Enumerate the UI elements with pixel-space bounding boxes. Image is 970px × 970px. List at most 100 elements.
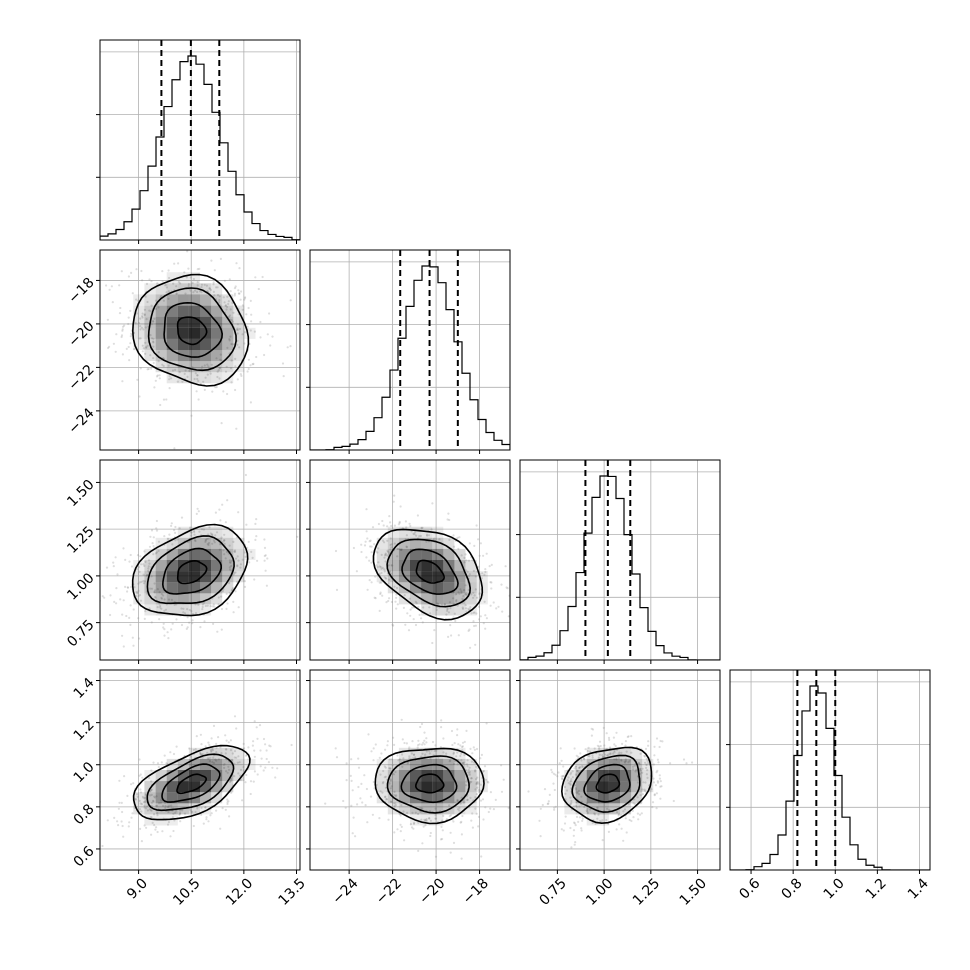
scatter-point: [574, 788, 578, 791]
scatter-point: [446, 608, 449, 611]
scatter-point: [235, 262, 238, 265]
scatter-point: [393, 831, 396, 834]
scatter-point: [256, 559, 259, 562]
scatter-point: [196, 377, 199, 381]
contour-0: [176, 316, 208, 346]
scatter-point: [399, 830, 402, 833]
scatter-point: [554, 773, 557, 776]
density-cell: [233, 327, 245, 339]
scatter-point: [436, 602, 439, 605]
contour-1: [583, 763, 631, 803]
scatter-point: [561, 778, 564, 781]
scatter-point: [225, 308, 228, 311]
scatter-point: [204, 376, 207, 379]
scatter-point: [202, 528, 205, 531]
scatter-point: [374, 550, 377, 553]
scatter-point: [452, 616, 455, 619]
scatter-point: [445, 752, 448, 755]
scatter-point: [241, 308, 244, 311]
density-cell: [398, 803, 411, 815]
scatter-point: [121, 353, 124, 356]
scatter-point: [138, 774, 141, 777]
scatter-point: [461, 741, 465, 744]
scatter-point: [582, 757, 586, 760]
scatter-point: [563, 822, 567, 825]
scatter-point: [590, 734, 594, 737]
scatter-point: [192, 748, 195, 752]
density-cell: [575, 770, 587, 782]
scatter-point: [459, 821, 462, 824]
density-cell: [642, 770, 654, 782]
scatter-point: [259, 320, 262, 324]
scatter-point: [370, 581, 373, 584]
scatter-point: [215, 751, 218, 754]
scatter-point: [552, 782, 555, 785]
scatter-point: [215, 742, 218, 746]
scatter-point: [225, 739, 228, 742]
scatter-point: [226, 499, 229, 502]
density-cell: [597, 814, 609, 826]
x-tick-label: 1.00: [583, 875, 616, 908]
scatter-point: [146, 573, 149, 577]
scatter-point: [417, 605, 420, 609]
scatter-point: [152, 536, 155, 539]
scatter-point: [409, 614, 412, 617]
scatter-points: [324, 718, 510, 860]
scatter-point: [465, 729, 468, 733]
scatter-point: [139, 791, 143, 794]
scatter-point: [385, 798, 388, 801]
scatter-point: [208, 287, 211, 290]
density-cell: [155, 770, 167, 782]
scatter-point: [211, 749, 214, 752]
scatter-point: [421, 621, 424, 624]
scatter-point: [624, 759, 628, 763]
scatter-point: [254, 276, 257, 279]
scatter-point: [101, 844, 104, 848]
scatter-point: [393, 542, 396, 545]
density-cell: [575, 781, 587, 793]
scatter-point: [217, 369, 220, 372]
scatter-point: [456, 536, 459, 539]
scatter-point: [149, 354, 152, 357]
scatter-point: [220, 752, 223, 755]
scatter-point: [660, 785, 663, 788]
scatter-point: [556, 775, 559, 778]
density-cell: [144, 305, 156, 317]
scatter-point: [229, 780, 232, 784]
density-cell: [421, 560, 433, 572]
scatter-point: [200, 286, 203, 289]
scatter-point: [479, 789, 482, 793]
scatter-point: [357, 785, 360, 789]
scatter-point: [423, 818, 426, 821]
scatter-point: [220, 359, 223, 362]
contour-3: [131, 273, 250, 387]
density-cell: [564, 792, 576, 804]
density-cell: [211, 338, 223, 351]
scatter-point: [207, 741, 210, 744]
scatter-point: [377, 547, 380, 550]
scatter-point: [239, 768, 243, 772]
scatter-point: [220, 607, 224, 611]
scatter-point: [206, 373, 209, 376]
scatter-point: [238, 327, 241, 331]
scatter-point: [226, 346, 229, 349]
scatter-point: [383, 568, 386, 571]
histogram-2: [520, 475, 720, 660]
scatter-point: [631, 765, 635, 768]
scatter-point: [199, 733, 202, 736]
scatter-point: [231, 301, 234, 304]
scatter-point: [168, 276, 171, 280]
density-cell: [188, 582, 201, 594]
scatter-point: [150, 788, 153, 791]
density-cell: [211, 327, 223, 339]
density-cell: [410, 747, 422, 759]
scatter-point: [135, 298, 138, 301]
scatter-point: [468, 772, 471, 775]
scatter-point: [624, 817, 627, 820]
density-cell: [443, 758, 455, 771]
scatter-point: [207, 365, 210, 368]
density-cell: [144, 294, 156, 306]
scatter-point: [469, 781, 472, 784]
scatter-point: [207, 537, 210, 540]
scatter-point: [220, 536, 223, 539]
